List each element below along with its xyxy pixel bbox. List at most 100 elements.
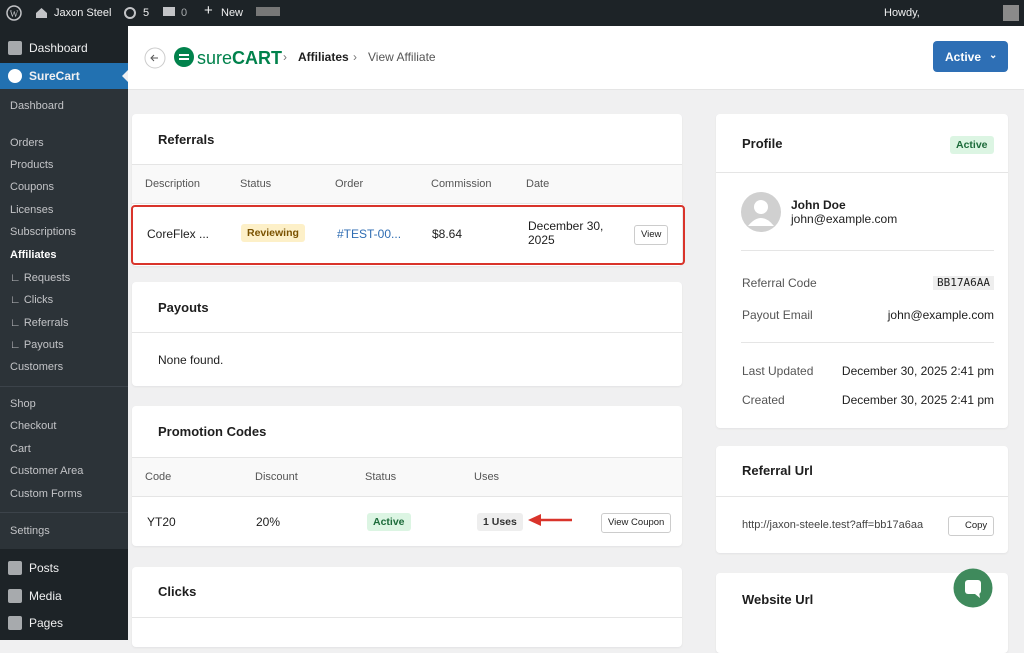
logo-mark (174, 47, 194, 67)
menu-item[interactable]: Subscriptions (10, 226, 77, 238)
field-label: Referral Code (742, 276, 817, 290)
field-value: December 30, 2025 2:41 pm (841, 364, 994, 378)
column-header: Status (365, 471, 397, 483)
menu-pointer (122, 70, 128, 82)
menu-item[interactable]: ∟ Requests (10, 272, 71, 284)
profile-card: Profile Active John Doe john@example.com… (716, 114, 1008, 428)
menu-item[interactable]: Posts (29, 561, 60, 575)
updates-icon (124, 7, 136, 19)
highlight-box (131, 205, 685, 265)
menu-item[interactable]: Products (10, 159, 54, 171)
column-header: Description (145, 178, 201, 190)
admin-bar: W Jaxon Steel 5 0 + New Howdy, (0, 0, 1024, 26)
uses-badge: 1 Uses (477, 513, 523, 531)
menu-item[interactable]: ∟ Referrals (10, 317, 69, 329)
howdy[interactable]: Howdy, (884, 7, 920, 19)
referral-url-card: Referral Url http://jaxon-steele.test?af… (716, 446, 1008, 553)
status-badge: Reviewing (241, 224, 305, 242)
field-label: Created (742, 393, 785, 407)
crumb-sep: › (283, 50, 287, 64)
separator (0, 512, 128, 513)
column-header: Discount (255, 471, 298, 483)
breadcrumb: View Affiliate (368, 50, 436, 64)
order-link[interactable]: #TEST-00... (337, 227, 402, 241)
cell: YT20 (147, 515, 176, 529)
profile-email: john@example.com (791, 212, 898, 226)
column-header: Order (335, 178, 364, 190)
submenu-bg (0, 89, 128, 549)
copy-button[interactable]: Copy (948, 516, 995, 536)
chat-button[interactable] (953, 568, 993, 608)
menu-item[interactable]: Checkout (10, 420, 57, 432)
menu-item[interactable]: Custom Forms (10, 488, 83, 500)
menu-item[interactable]: Licenses (10, 204, 54, 216)
column-header: Uses (474, 471, 500, 483)
caret: ⌄ (989, 50, 998, 61)
avatar[interactable] (1003, 5, 1019, 21)
menu-item[interactable]: Dashboard (10, 100, 64, 112)
menu-item[interactable]: Pages (29, 616, 64, 630)
menu-item[interactable]: Shop (10, 398, 36, 410)
menu-item[interactable]: ∟ Clicks (10, 294, 54, 306)
site-name[interactable]: Jaxon Steel (54, 7, 112, 19)
menu-item[interactable]: SureCart (29, 69, 80, 83)
menu-item[interactable]: Orders (10, 137, 44, 149)
table-header (132, 457, 682, 497)
page-header: sureCART › Affiliates › View Affiliate A… (128, 26, 1024, 90)
divider (716, 172, 1008, 173)
payouts-card: Payouts None found. (132, 282, 682, 386)
menu-item[interactable]: Media (29, 589, 62, 603)
divider (741, 342, 994, 343)
status-badge: Active (950, 136, 994, 154)
plus-icon: + (204, 2, 213, 19)
column-header: Commission (431, 178, 492, 190)
updates-count[interactable]: 5 (143, 7, 150, 19)
menu-item[interactable]: ∟ Payouts (10, 339, 64, 351)
column-header: Status (240, 178, 272, 190)
status-badge: Active (367, 513, 411, 531)
divider (132, 332, 682, 333)
logo-cart: CART (232, 48, 283, 68)
card-title: Referral Url (742, 463, 813, 478)
breadcrumb[interactable]: Affiliates (298, 50, 349, 64)
logo-text: sureCART (197, 49, 282, 67)
card-title: Website Url (742, 592, 814, 607)
cell: $8.64 (432, 227, 463, 241)
svg-text:W: W (10, 9, 19, 19)
back-button[interactable] (144, 47, 166, 69)
divider (132, 617, 682, 618)
comments-count[interactable]: 0 (181, 7, 188, 19)
menu-item[interactable]: Settings (10, 525, 50, 537)
divider (741, 250, 994, 251)
view-coupon-button[interactable]: View Coupon (601, 513, 672, 533)
avatar (741, 192, 781, 232)
menu-item[interactable]: Coupons (10, 181, 55, 193)
separator (0, 386, 128, 387)
menu-item[interactable]: Dashboard (29, 41, 88, 55)
sidebar: Dashboard SureCart Dashboard Orders Products… (0, 26, 128, 640)
column-header: Date (526, 178, 550, 190)
referral-code: BB17A6AA (933, 276, 994, 290)
cell: 20% (256, 515, 281, 529)
menu-item[interactable]: Affiliates (10, 249, 57, 261)
view-button[interactable]: View (634, 225, 669, 245)
menu-item[interactable]: Customer Area (10, 465, 84, 477)
menu-item[interactable]: Customers (10, 361, 64, 373)
cell: CoreFlex ... (147, 227, 210, 241)
menu-item[interactable]: Cart (10, 443, 31, 455)
field-label: Payout Email (742, 308, 813, 322)
column-header: Code (145, 471, 172, 483)
empty-message: None found. (158, 353, 224, 367)
wp-logo[interactable]: W (6, 5, 22, 21)
menu-icon (8, 69, 22, 83)
promotion-codes-card: Promotion Codes Code Discount Status Use… (132, 406, 682, 546)
menu-icon (8, 561, 22, 575)
card-title: Referrals (158, 132, 215, 147)
card-title: Profile (742, 136, 783, 151)
logo-sure: sure (197, 48, 233, 68)
status-button[interactable]: Active ⌄ (933, 41, 1008, 72)
menu-icon (8, 589, 22, 603)
new-link[interactable]: New (221, 7, 244, 19)
